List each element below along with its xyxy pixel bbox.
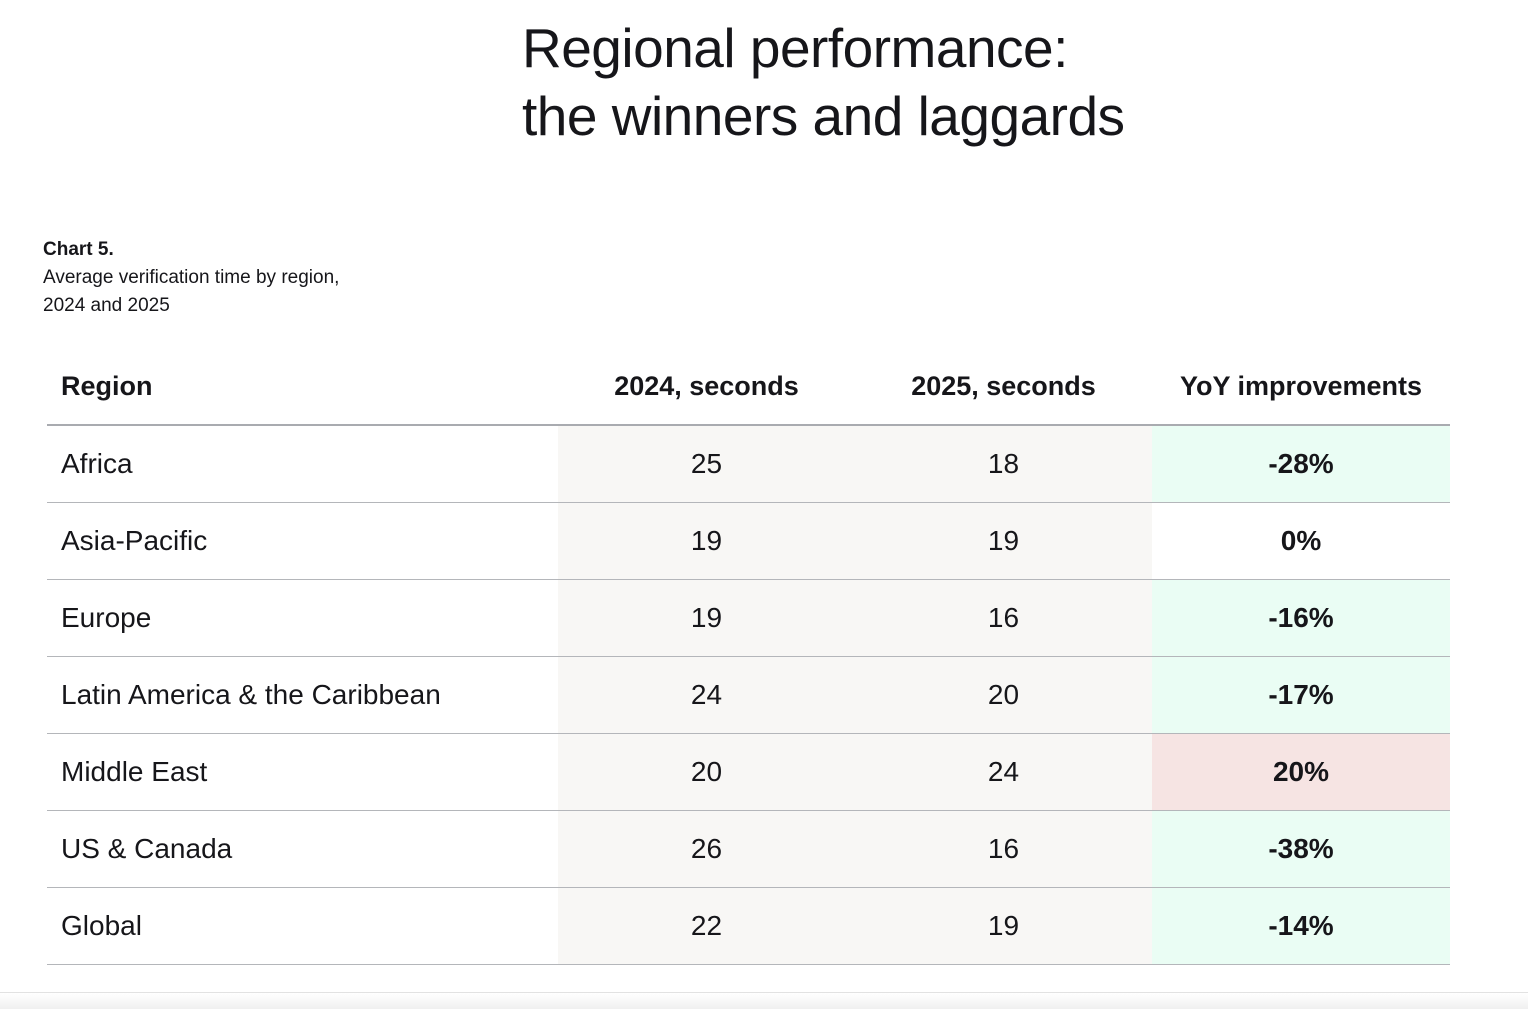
yoy-change-cell: -14% bbox=[1152, 887, 1450, 965]
column-header-2025: 2025, seconds bbox=[855, 348, 1152, 426]
chart-subtitle-line-1: Average verification time by region, bbox=[43, 267, 340, 288]
table-header-row: Region 2024, seconds 2025, seconds YoY i… bbox=[47, 348, 1450, 426]
chart-number: Chart 5. bbox=[43, 239, 114, 260]
table-body: Africa 25 18 -28% Asia-Pacific 19 19 0% Europe 19… bbox=[47, 425, 1450, 965]
table-row: Latin America & the Caribbean 24 20 -17% bbox=[47, 656, 1450, 734]
value-2025-cell: 16 bbox=[855, 810, 1152, 888]
chart-caption: Chart 5. Average verification time by re… bbox=[43, 236, 443, 320]
table-row: Africa 25 18 -28% bbox=[47, 425, 1450, 503]
data-table-container: Region 2024, seconds 2025, seconds YoY i… bbox=[47, 348, 1450, 965]
page-title: Regional performance: the winners and la… bbox=[522, 14, 1125, 150]
value-2024-cell: 26 bbox=[558, 810, 855, 888]
page-title-line-2: the winners and laggards bbox=[522, 85, 1125, 147]
value-2024-cell: 24 bbox=[558, 656, 855, 734]
value-2024-cell: 25 bbox=[558, 425, 855, 503]
window-bottom-edge bbox=[0, 992, 1528, 1009]
yoy-change-cell: -16% bbox=[1152, 579, 1450, 657]
verification-time-table: Region 2024, seconds 2025, seconds YoY i… bbox=[47, 348, 1450, 965]
column-header-2024: 2024, seconds bbox=[558, 348, 855, 426]
yoy-change-cell: -38% bbox=[1152, 810, 1450, 888]
yoy-change-cell: 20% bbox=[1152, 733, 1450, 811]
value-2025-cell: 20 bbox=[855, 656, 1152, 734]
region-cell: Africa bbox=[47, 425, 558, 503]
value-2025-cell: 16 bbox=[855, 579, 1152, 657]
table-row: Europe 19 16 -16% bbox=[47, 579, 1450, 657]
value-2024-cell: 22 bbox=[558, 887, 855, 965]
region-cell: Latin America & the Caribbean bbox=[47, 656, 558, 734]
page-title-line-1: Regional performance: bbox=[522, 17, 1068, 79]
table-row: Global 22 19 -14% bbox=[47, 887, 1450, 965]
value-2025-cell: 18 bbox=[855, 425, 1152, 503]
yoy-change-cell: 0% bbox=[1152, 502, 1450, 580]
region-cell: US & Canada bbox=[47, 810, 558, 888]
table-row: Asia-Pacific 19 19 0% bbox=[47, 502, 1450, 580]
value-2025-cell: 24 bbox=[855, 733, 1152, 811]
yoy-change-cell: -17% bbox=[1152, 656, 1450, 734]
value-2024-cell: 19 bbox=[558, 502, 855, 580]
table-header: Region 2024, seconds 2025, seconds YoY i… bbox=[47, 348, 1450, 426]
value-2025-cell: 19 bbox=[855, 502, 1152, 580]
chart-subtitle-line-2: 2024 and 2025 bbox=[43, 295, 170, 316]
value-2025-cell: 19 bbox=[855, 887, 1152, 965]
table-row: Middle East 20 24 20% bbox=[47, 733, 1450, 811]
column-header-region: Region bbox=[47, 348, 558, 426]
region-cell: Europe bbox=[47, 579, 558, 657]
region-cell: Middle East bbox=[47, 733, 558, 811]
value-2024-cell: 19 bbox=[558, 579, 855, 657]
region-cell: Asia-Pacific bbox=[47, 502, 558, 580]
column-header-yoy: YoY improvements bbox=[1152, 348, 1450, 426]
value-2024-cell: 20 bbox=[558, 733, 855, 811]
region-cell: Global bbox=[47, 887, 558, 965]
table-row: US & Canada 26 16 -38% bbox=[47, 810, 1450, 888]
yoy-change-cell: -28% bbox=[1152, 425, 1450, 503]
